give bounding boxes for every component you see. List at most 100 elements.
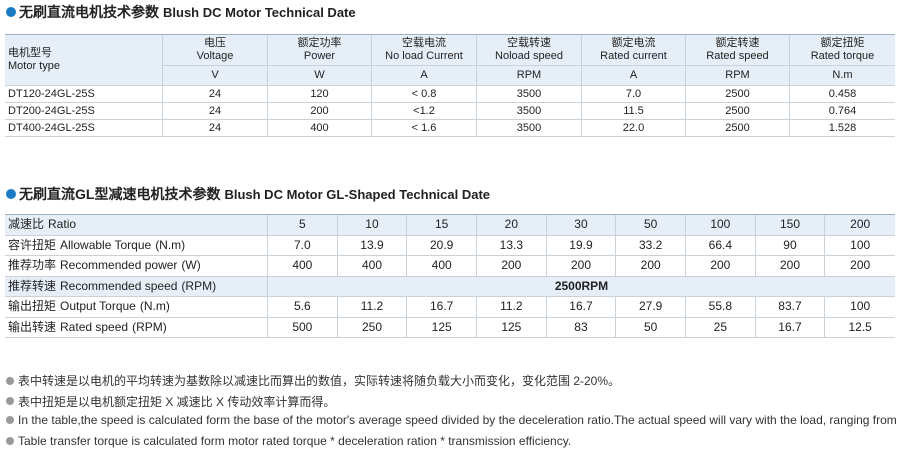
cell-text: 200 xyxy=(640,258,661,273)
table-cell: 空载转速 Noload speed xyxy=(477,35,582,66)
cell-text: 125 xyxy=(431,319,452,334)
cell-text: 11.2 xyxy=(360,299,384,314)
cell-text: 200 xyxy=(310,104,329,117)
table-cell: 250 xyxy=(337,317,408,338)
table-cell: 25 xyxy=(686,317,756,338)
cell-text: 20 xyxy=(504,217,518,232)
row-label-unit: (N.m) xyxy=(155,237,186,252)
table-cell: 7.0 xyxy=(582,86,686,103)
cell-text: 3500 xyxy=(516,87,542,100)
header-en: Noload speed xyxy=(495,50,563,62)
table-cell: < 1.6 xyxy=(372,120,477,137)
header-zh: 额定功率 xyxy=(297,37,342,49)
cell-text: 7.0 xyxy=(625,87,642,100)
header-en: Power xyxy=(303,50,336,62)
header-unit: RPM xyxy=(516,69,542,81)
table-cell: 22.0 xyxy=(582,120,686,137)
cell-text: 200 xyxy=(710,258,731,273)
table-cell: 16.7 xyxy=(755,317,826,338)
title-en: Blush DC Motor GL-Shaped Technical Date xyxy=(224,186,491,202)
table-cell: 容许扭矩 Allowable Torque (N.m) xyxy=(5,235,268,256)
cell-text: 22.0 xyxy=(622,121,645,134)
cell-text: 400 xyxy=(292,258,313,273)
row-label-zh: 容许扭矩 xyxy=(8,237,57,252)
cell-text: 100 xyxy=(850,299,871,314)
table-cell: 200 xyxy=(686,256,756,277)
cell-text: 200 xyxy=(850,217,871,232)
header-zh: 空载转速 xyxy=(507,37,551,49)
header-en: Rated speed xyxy=(706,50,769,62)
cell-text: < 0.8 xyxy=(411,87,437,100)
row-label-en: Ratio xyxy=(48,217,77,232)
cell-text: 15 xyxy=(434,217,449,232)
table-cell: 24 xyxy=(163,120,268,137)
cell-text: 16.7 xyxy=(429,299,454,314)
note-text: 表中扭矩是以电机额定扭矩 X 减速比 X 传动效率计算而得。 xyxy=(18,394,336,409)
table-cell: 额定转速 Rated speed xyxy=(686,35,790,66)
row-label-zh: 输出扭矩 xyxy=(8,299,57,314)
row-label-en: Recommended power xyxy=(60,258,178,273)
table-cell: 11.5 xyxy=(582,103,686,120)
cell-text: 30 xyxy=(574,217,588,232)
header-unit: A xyxy=(629,69,638,81)
cell-text: 200 xyxy=(779,258,800,273)
table-cell: 100 xyxy=(686,215,756,236)
cell-text: 50 xyxy=(643,319,658,334)
table-cell: 400 xyxy=(268,120,372,137)
cell-text: 200 xyxy=(570,258,591,273)
table-cell: 400 xyxy=(407,256,477,277)
table-cell: 100 xyxy=(825,297,895,318)
table-cell: 83 xyxy=(546,317,617,338)
table-cell: 20.9 xyxy=(407,235,477,256)
row-label-en: Output Torque xyxy=(60,299,136,314)
merged-value: 2500RPM xyxy=(554,278,609,293)
table-cell: 55.8 xyxy=(686,297,756,318)
cell-text: 50 xyxy=(643,217,658,232)
cell-text: 120 xyxy=(310,87,329,100)
cell-text: 2500 xyxy=(725,121,750,134)
header-en: Motor type xyxy=(8,60,60,72)
note: In the table,the speed is calculated for… xyxy=(6,413,900,427)
table-cell: W xyxy=(268,66,372,86)
header-en: Rated torque xyxy=(810,50,875,62)
table-cell: 150 xyxy=(755,215,826,236)
table-cell: 电压 Voltage xyxy=(163,35,268,66)
table-cell: 200 xyxy=(825,215,895,236)
cell-text: 3500 xyxy=(516,104,542,117)
cell-text: 5.6 xyxy=(293,299,311,314)
cell-text: 13.9 xyxy=(360,237,384,252)
cell-text: 24 xyxy=(208,87,222,100)
cell-text: 19.9 xyxy=(569,237,593,252)
cell-text: 11.5 xyxy=(623,104,644,117)
note-bullet xyxy=(6,397,14,405)
note-bullet xyxy=(6,376,14,385)
header-en: Rated current xyxy=(600,50,667,62)
cell-text: 125 xyxy=(501,319,522,334)
cell-text: 24 xyxy=(208,104,222,117)
table-cell: 1.528 xyxy=(790,120,895,137)
cell-text: 400 xyxy=(431,258,452,273)
cell-text: <1.2 xyxy=(413,104,435,117)
table-cell: 2500 xyxy=(686,86,790,103)
table-cell: 200 xyxy=(477,256,547,277)
table-cell: 10 xyxy=(337,215,408,236)
header-unit: N.m xyxy=(832,69,853,81)
note-bullet xyxy=(6,416,14,424)
table-cell: 50 xyxy=(616,215,686,236)
row-label-zh: 输出转速 xyxy=(8,319,57,334)
table-cell: 12.5 xyxy=(825,318,895,338)
cell-text: 55.8 xyxy=(708,299,732,314)
table-cell: 90 xyxy=(755,235,826,256)
table-cell: 200 xyxy=(616,256,686,277)
title-en: Blush DC Motor Technical Date xyxy=(163,4,356,20)
table-cell: 19.9 xyxy=(546,235,617,256)
table-cell: <1.2 xyxy=(372,103,477,120)
row-label-zh: 推荐功率 xyxy=(8,258,57,273)
cell-text: 0.764 xyxy=(828,104,857,117)
title-zh: 无刷直流电机技术参数 xyxy=(19,4,159,20)
table-cell: A xyxy=(582,66,686,86)
note: 表中转速是以电机的平均转速为基数除以减速比而算出的数值，实际转速将随负载大小而变… xyxy=(6,372,620,389)
section-title: 无刷直流GL型减速电机技术参数 Blush DC Motor GL-Shaped… xyxy=(6,184,490,204)
cell-text: DT200-24GL-25S xyxy=(8,104,95,117)
